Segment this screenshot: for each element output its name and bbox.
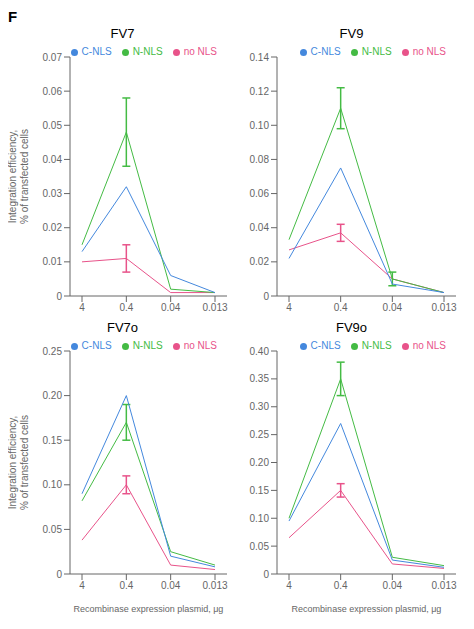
html-text:FV7: FV7 (110, 26, 135, 41)
svg-text:0.06: 0.06 (250, 188, 270, 199)
svg-text:Integration efficiency,% of tr: Integration efficiency,% of transfected … (8, 415, 30, 510)
svg-text:0.013: 0.013 (202, 580, 227, 591)
svg-text:0.40: 0.40 (250, 346, 270, 357)
html-text:no NLS: no NLS (412, 46, 446, 57)
svg-text:0.4: 0.4 (119, 302, 133, 313)
svg-text:4: 4 (79, 302, 85, 313)
svg-text:0.20: 0.20 (43, 390, 63, 401)
svg-text:Recombinase expression plasmid: Recombinase expression plasmid, μg (74, 604, 224, 614)
svg-text:0: 0 (56, 291, 62, 302)
svg-text:4: 4 (79, 580, 85, 591)
html-text:N-NLS: N-NLS (361, 46, 392, 57)
svg-text:0.4: 0.4 (334, 302, 348, 313)
svg-text:0.25: 0.25 (250, 429, 270, 440)
svg-text:0: 0 (263, 291, 269, 302)
html-text:N-NLS: N-NLS (132, 340, 163, 351)
svg-text:0.04: 0.04 (43, 154, 63, 165)
svg-text:Integration efficiency,% of tr: Integration efficiency,% of transfected … (8, 129, 30, 224)
svg-text:0.013: 0.013 (431, 302, 456, 313)
svg-text:0: 0 (263, 569, 269, 580)
svg-text:0.07: 0.07 (43, 52, 63, 63)
svg-text:Recombinase expression plasmid: Recombinase expression plasmid, μg (292, 604, 442, 614)
svg-text:0.01: 0.01 (43, 256, 63, 267)
html-text:C-NLS: C-NLS (81, 46, 112, 57)
html-text:F: F (8, 8, 18, 25)
svg-text:0.35: 0.35 (250, 373, 270, 384)
svg-text:4: 4 (286, 580, 292, 591)
svg-text:0.12: 0.12 (250, 86, 270, 97)
svg-text:0.02: 0.02 (43, 222, 63, 233)
svg-text:0.04: 0.04 (161, 302, 181, 313)
svg-text:0.04: 0.04 (250, 222, 270, 233)
svg-text:0.15: 0.15 (43, 435, 63, 446)
svg-text:0.25: 0.25 (43, 346, 63, 357)
svg-text:0.05: 0.05 (250, 541, 270, 552)
svg-text:0.15: 0.15 (250, 485, 270, 496)
html-text:N-NLS: N-NLS (132, 46, 163, 57)
html-text:FV9o: FV9o (336, 320, 367, 335)
svg-text:0.06: 0.06 (43, 86, 63, 97)
svg-text:0.08: 0.08 (250, 154, 270, 165)
html-text:N-NLS: N-NLS (361, 340, 392, 351)
html-text:C-NLS: C-NLS (310, 46, 341, 57)
svg-text:0.4: 0.4 (334, 580, 348, 591)
svg-text:0.04: 0.04 (161, 580, 181, 591)
svg-text:0.013: 0.013 (431, 580, 456, 591)
svg-text:0.10: 0.10 (250, 120, 270, 131)
html-text:C-NLS: C-NLS (81, 340, 112, 351)
html-text:no NLS: no NLS (412, 340, 446, 351)
html-text:no NLS: no NLS (183, 46, 217, 57)
svg-text:0.02: 0.02 (250, 256, 270, 267)
svg-text:4: 4 (286, 302, 292, 313)
svg-text:0.10: 0.10 (43, 479, 63, 490)
svg-text:0.4: 0.4 (119, 580, 133, 591)
svg-text:0.30: 0.30 (250, 401, 270, 412)
html-text:FV7o: FV7o (107, 320, 138, 335)
svg-text:0.013: 0.013 (202, 302, 227, 313)
svg-text:0.05: 0.05 (43, 120, 63, 131)
svg-text:0.04: 0.04 (383, 302, 403, 313)
svg-text:0.10: 0.10 (250, 513, 270, 524)
svg-text:0.14: 0.14 (250, 52, 270, 63)
svg-text:0.03: 0.03 (43, 188, 63, 199)
svg-text:0.04: 0.04 (383, 580, 403, 591)
svg-text:0.20: 0.20 (250, 457, 270, 468)
html-text:C-NLS: C-NLS (310, 340, 341, 351)
svg-text:0: 0 (56, 569, 62, 580)
html-text:FV9: FV9 (339, 26, 364, 41)
svg-text:0.05: 0.05 (43, 524, 63, 535)
html-text:no NLS: no NLS (183, 340, 217, 351)
